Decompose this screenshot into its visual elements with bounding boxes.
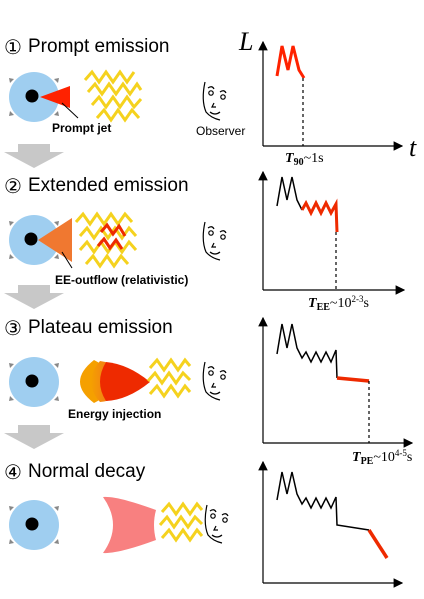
normal-decay-curve	[367, 529, 389, 559]
tpe-label: TPE~104-5s	[352, 448, 412, 467]
stage-1-number: ①	[4, 35, 22, 59]
stage-1: ① Prompt emission Prompt jet Observer	[4, 27, 417, 168]
stage-2-number: ②	[4, 174, 22, 198]
observer-label: Observer	[196, 124, 245, 138]
extended-emission-curve	[300, 198, 339, 233]
stage-2-title: Extended emission	[28, 175, 189, 196]
ee-outflow-label: EE-outflow (relativistic)	[55, 273, 188, 287]
prompt-jet-label: Prompt jet	[52, 121, 111, 135]
stage-3-number: ③	[4, 316, 22, 340]
axis-label-L: L	[238, 27, 253, 56]
plateau-curve	[336, 376, 370, 383]
central-engine-2	[9, 215, 59, 265]
flow-arrow-1	[4, 144, 64, 168]
flow-arrow-2	[4, 285, 64, 309]
ee-outflow-shape	[38, 218, 72, 262]
flow-arrow-3	[4, 425, 64, 449]
energy-injection-label: Energy injection	[68, 407, 161, 421]
prompt-ee-plateau-curve-4	[276, 471, 370, 531]
central-engine-1	[9, 72, 59, 122]
prompt-pulses-curve	[275, 45, 306, 79]
t90-label: T90~1s	[285, 151, 324, 168]
observer-face-icon-4	[204, 504, 229, 544]
central-engine-3	[9, 357, 59, 407]
light-curve-plot-3: TPE~104-5s	[258, 316, 414, 467]
photon-wave-2	[74, 211, 138, 269]
stage-3: ③ Plateau emission Energy injection	[4, 316, 414, 467]
photon-wave-4	[158, 501, 204, 543]
ee-outflow-pointer	[61, 251, 73, 269]
decay-shell-shape	[103, 496, 156, 554]
stage-4-number: ④	[4, 460, 22, 484]
prompt-ee-curve-3	[276, 323, 338, 379]
stage-3-title: Plateau emission	[28, 317, 173, 338]
stage-1-title: Prompt emission	[28, 36, 170, 57]
tee-label: TEE~102-3s	[308, 294, 369, 313]
photon-wave-3	[146, 357, 192, 399]
prompt-jet-shape	[40, 86, 70, 108]
axis-label-t: t	[409, 133, 417, 162]
light-curve-plot-1: L t T90~1s	[238, 27, 417, 168]
observer-face-icon-2	[202, 221, 227, 261]
stage-2: ② Extended emission EE-outflow (relativi…	[4, 170, 406, 313]
prompt-jet-pointer	[61, 102, 79, 119]
light-curve-plot-2: TEE~102-3s	[258, 170, 406, 313]
central-engine-4	[9, 500, 59, 550]
light-curve-plot-4	[258, 460, 404, 588]
observer-face-icon	[202, 81, 227, 121]
stage-4-title: Normal decay	[28, 461, 146, 482]
stage-4: ④ Normal decay	[4, 460, 404, 588]
observer-face-icon-3	[202, 361, 227, 401]
prompt-pulses-curve-2	[276, 176, 303, 211]
energy-injection-shape	[80, 360, 150, 403]
photon-wave-1	[83, 69, 143, 123]
